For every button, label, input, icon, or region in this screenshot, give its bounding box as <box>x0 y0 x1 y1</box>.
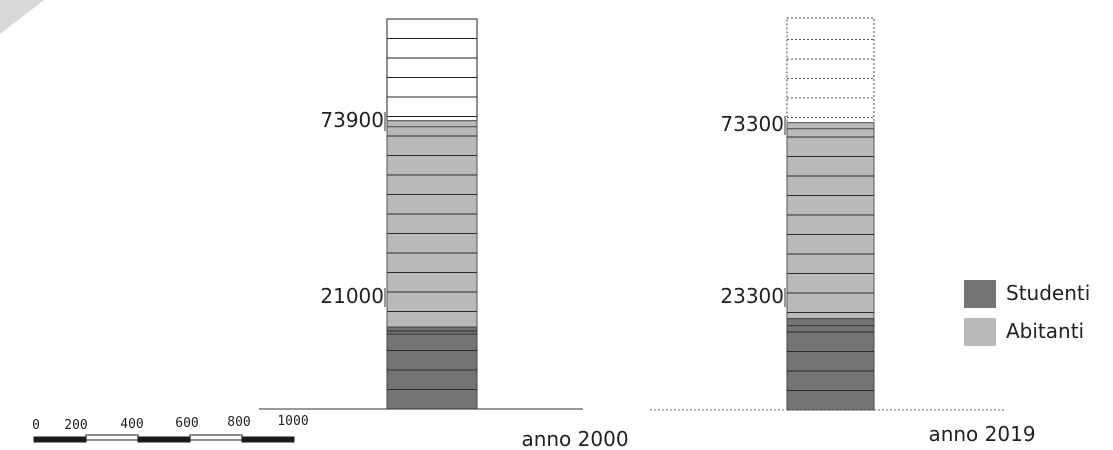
scale-tick-0: 0 <box>32 418 40 433</box>
scale-tick-600: 600 <box>175 416 198 431</box>
year-label-2019: anno 2019 <box>928 422 1035 446</box>
legend-label-studenti: Studenti <box>1006 281 1090 305</box>
scale-segment <box>33 436 87 443</box>
scale-tick-400: 400 <box>120 417 143 432</box>
bar-studenti-2000 <box>386 326 478 410</box>
legend: Studenti Abitanti <box>964 280 1090 346</box>
scale-tick-1000: 1000 <box>277 414 308 429</box>
value-label-studenti-2019: 23300 <box>720 284 784 308</box>
bar-abitanti-2019 <box>786 122 875 320</box>
corner-decoration <box>0 0 44 34</box>
scale-segment <box>137 436 191 443</box>
scale-tick-800: 800 <box>227 415 250 430</box>
legend-swatch-abitanti <box>964 318 996 346</box>
legend-label-abitanti: Abitanti <box>1006 319 1084 343</box>
scale-segment <box>85 434 139 441</box>
scale-segment <box>241 436 295 443</box>
bar-abitanti-2000 <box>386 120 478 328</box>
value-label-abitanti-2019: 73300 <box>720 112 784 136</box>
bar-empty-2019 <box>786 17 875 124</box>
bars-layer <box>259 17 1005 411</box>
scale-segment <box>189 434 243 441</box>
corner-strip <box>0 0 44 34</box>
value-label-studenti-2000: 21000 <box>320 284 384 308</box>
legend-swatch-studenti <box>964 280 996 308</box>
value-label-abitanti-2000: 73900 <box>320 108 384 132</box>
bar-empty-2000 <box>386 18 478 122</box>
value-labels: 21000 73900 23300 73300 <box>320 108 786 308</box>
scale-tick-200: 200 <box>64 418 87 433</box>
scale-bar: 0 200 400 600 800 1000 <box>32 414 309 443</box>
year-label-2000: anno 2000 <box>521 427 628 450</box>
